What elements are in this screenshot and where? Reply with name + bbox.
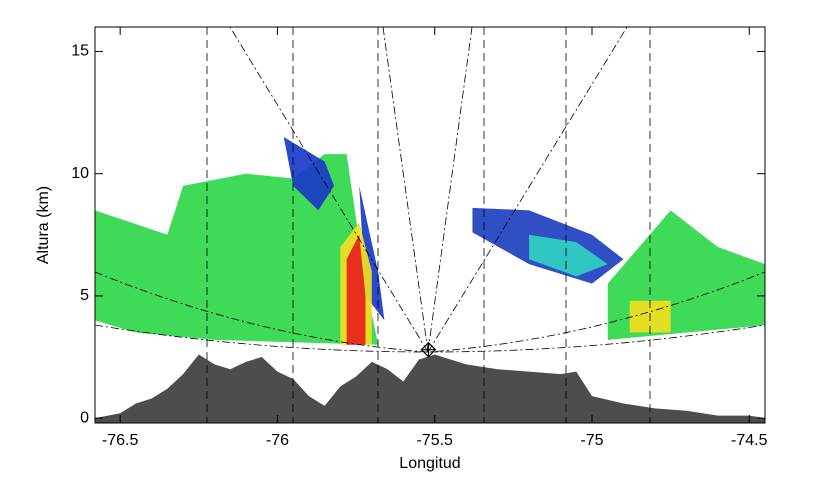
echo-region (283, 137, 335, 211)
echo-region (95, 154, 379, 345)
y-tick-label: 0 (80, 409, 89, 426)
y-axis-label: Altura (km) (35, 186, 52, 264)
y-tick-label: 10 (71, 165, 89, 182)
x-tick-label: -74.5 (731, 432, 768, 449)
plot-frame (94, 26, 766, 424)
x-tick-label: -75 (580, 432, 603, 449)
echo-region (529, 234, 608, 277)
guides (94, 26, 766, 423)
x-tick-label: -76.5 (102, 432, 139, 449)
beam-ray (427, 26, 628, 353)
echo-layer (95, 137, 765, 345)
x-axis-label: Longitud (399, 455, 460, 472)
terrain-layer (95, 354, 765, 423)
x-tick-label: -75.5 (416, 432, 453, 449)
beam-arc (94, 324, 766, 353)
y-tick-label: 15 (71, 43, 89, 60)
meridian-lines (206, 27, 651, 423)
beam-ray (382, 26, 429, 353)
terrain-area (95, 354, 765, 423)
radar-site (420, 341, 437, 358)
x-tick-label: -76 (266, 432, 289, 449)
y-tick-label: 5 (80, 287, 89, 304)
beam-ray (427, 26, 473, 353)
echo-region (346, 234, 366, 345)
